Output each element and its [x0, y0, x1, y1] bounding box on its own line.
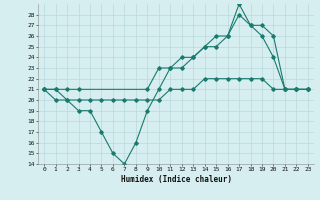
- X-axis label: Humidex (Indice chaleur): Humidex (Indice chaleur): [121, 175, 231, 184]
